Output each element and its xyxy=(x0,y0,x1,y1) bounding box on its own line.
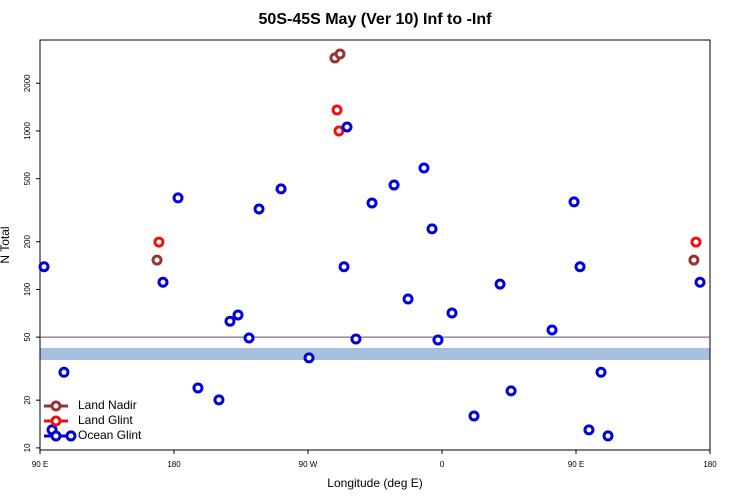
data-point xyxy=(341,121,353,133)
data-point xyxy=(350,333,362,345)
data-point xyxy=(366,197,378,209)
data-point xyxy=(333,125,345,137)
data-point xyxy=(602,430,614,442)
data-point xyxy=(468,410,480,422)
legend-marker xyxy=(50,400,62,412)
legend-label: Land Glint xyxy=(78,413,133,427)
data-point xyxy=(338,261,350,273)
plot-frame xyxy=(39,39,711,451)
data-point xyxy=(303,352,315,364)
y-tick-label: 1000 xyxy=(23,122,32,140)
data-point xyxy=(65,430,77,442)
data-point xyxy=(331,104,343,116)
data-point xyxy=(694,276,706,288)
data-point xyxy=(334,48,346,60)
data-point xyxy=(151,254,163,266)
x-tick-label: 90 E xyxy=(32,460,48,469)
data-point xyxy=(574,261,586,273)
data-point xyxy=(38,261,50,273)
y-tick-label: 2000 xyxy=(23,74,32,92)
data-point xyxy=(213,394,225,406)
legend-marker xyxy=(50,415,62,427)
data-point xyxy=(494,278,506,290)
x-tick-label: 180 xyxy=(167,460,181,469)
chart-title: 50S-45S May (Ver 10) Inf to -Inf xyxy=(259,11,493,28)
data-point xyxy=(402,293,414,305)
y-axis-label: N Total xyxy=(0,226,12,263)
data-point xyxy=(157,276,169,288)
data-point xyxy=(546,324,558,336)
data-point xyxy=(192,382,204,394)
y-tick-label: 500 xyxy=(23,171,32,185)
x-tick-label: 90 W xyxy=(299,460,318,469)
x-tick-label: 0 xyxy=(440,460,445,469)
data-point xyxy=(388,179,400,191)
legend-label: Ocean Glint xyxy=(78,428,142,442)
y-tick-label: 100 xyxy=(23,282,32,296)
data-point xyxy=(426,223,438,235)
data-point xyxy=(595,366,607,378)
data-point xyxy=(275,183,287,195)
data-point xyxy=(446,307,458,319)
legend-marker xyxy=(50,430,62,442)
x-axis-label: Longitude (deg E) xyxy=(327,476,422,490)
data-point xyxy=(253,203,265,215)
data-point xyxy=(232,309,244,321)
data-point xyxy=(432,334,444,346)
y-tick-label: 20 xyxy=(23,395,32,404)
y-tick-label: 10 xyxy=(23,443,32,452)
data-point xyxy=(172,192,184,204)
x-tick-label: 180 xyxy=(703,460,717,469)
legend-label: Land Nadir xyxy=(78,398,137,412)
data-point xyxy=(505,385,517,397)
data-point xyxy=(568,196,580,208)
data-point xyxy=(418,162,430,174)
data-point xyxy=(58,366,70,378)
data-point xyxy=(690,236,702,248)
x-tick-label: 90 E xyxy=(568,460,584,469)
data-point xyxy=(243,332,255,344)
y-tick-label: 50 xyxy=(23,332,32,341)
data-point xyxy=(153,236,165,248)
y-tick-label: 200 xyxy=(23,235,32,249)
data-point xyxy=(224,315,236,327)
shaded-band xyxy=(40,348,710,360)
data-point xyxy=(688,254,700,266)
data-point xyxy=(583,424,595,436)
